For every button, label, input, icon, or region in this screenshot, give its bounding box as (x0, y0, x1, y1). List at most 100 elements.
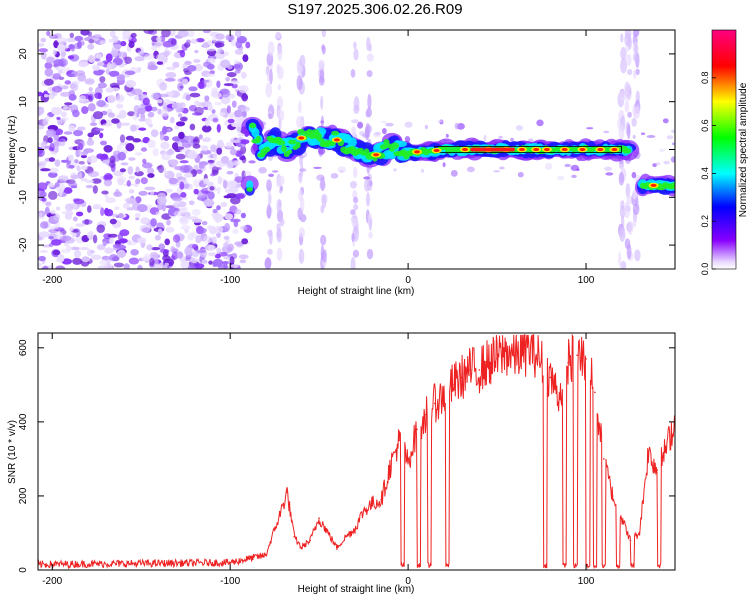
streak-speckle (366, 53, 374, 62)
noise-speckle (102, 241, 107, 247)
snr-data-point (505, 350, 507, 353)
noise-speckle (64, 102, 73, 106)
track-speckle (313, 166, 322, 169)
noise-speckle (56, 206, 61, 211)
noise-speckle (230, 80, 240, 85)
noise-speckle (38, 91, 43, 97)
noise-speckle (184, 172, 193, 178)
streak-speckle (269, 69, 273, 85)
noise-speckle (170, 246, 176, 253)
noise-speckle (182, 63, 188, 70)
noise-speckle (164, 171, 170, 176)
noise-speckle (38, 48, 48, 53)
snr-data-point (398, 439, 401, 442)
noise-speckle (132, 88, 143, 96)
noise-speckle (38, 231, 50, 238)
noise-speckle (234, 70, 241, 74)
noise-speckle (109, 30, 116, 38)
noise-speckle (72, 216, 78, 222)
x-tick-label: 0 (405, 576, 411, 587)
noise-speckle (134, 170, 144, 177)
streak-speckle (632, 53, 637, 62)
noise-speckle (146, 167, 155, 175)
streak-speckle (368, 43, 372, 52)
noise-speckle (162, 265, 168, 269)
noise-speckle (239, 139, 250, 145)
noise-speckle (99, 132, 104, 139)
track-speckle (631, 171, 637, 179)
noise-speckle (69, 83, 77, 89)
spectrogram-x-label: Height of straight line (km) (298, 286, 415, 297)
noise-speckle (103, 179, 113, 187)
streak-speckle (280, 185, 283, 192)
noise-speckle (137, 50, 145, 57)
streak-speckle (275, 31, 282, 39)
noise-speckle (227, 118, 235, 124)
signal-track-blob (625, 148, 632, 154)
track-speckle (499, 166, 505, 170)
noise-speckle (96, 224, 105, 233)
noise-speckle (45, 115, 51, 123)
peak-core (470, 147, 515, 152)
noise-speckle (241, 156, 247, 164)
noise-speckle (39, 160, 47, 166)
streak-speckle (367, 173, 373, 181)
noise-speckle (81, 165, 88, 170)
signal-track-blob (317, 137, 325, 142)
noise-speckle (55, 231, 64, 240)
noise-speckle (54, 159, 61, 167)
noise-speckle (192, 218, 203, 223)
x-tick-label: -200 (42, 576, 62, 587)
noise-speckle (38, 106, 45, 115)
noise-speckle (234, 30, 242, 38)
noise-speckle (203, 178, 208, 185)
noise-speckle (120, 122, 131, 126)
track-speckle (404, 136, 411, 143)
noise-speckle (44, 78, 54, 86)
noise-speckle (87, 31, 92, 37)
track-speckle (268, 173, 274, 177)
snr-data-point (416, 428, 418, 431)
colorbar-tick-label: 0.4 (700, 167, 710, 180)
noise-speckle (53, 40, 59, 49)
snr-data-point (279, 513, 281, 516)
noise-speckle (193, 188, 199, 195)
signal-track-blob (281, 145, 287, 153)
noise-speckle (46, 129, 56, 137)
noise-speckle (201, 228, 207, 234)
snr-x-label: Height of straight line (km) (298, 584, 415, 595)
noise-speckle (177, 30, 189, 38)
streak-speckle (634, 249, 641, 262)
hotspot-red (462, 147, 468, 152)
noise-speckle (202, 235, 212, 244)
noise-speckle (185, 94, 191, 101)
noise-speckle (92, 185, 98, 194)
noise-speckle (109, 155, 116, 164)
streak-speckle (320, 205, 325, 214)
track-speckle (317, 148, 326, 155)
noise-speckle (235, 194, 245, 200)
noise-speckle (164, 262, 169, 267)
noise-speckle (210, 173, 216, 177)
noise-speckle (111, 44, 122, 49)
noise-speckle (172, 61, 180, 68)
noise-speckle (66, 37, 77, 43)
track-speckle (646, 135, 656, 138)
streak-speckle (320, 95, 324, 110)
streak-speckle (631, 117, 637, 127)
noise-speckle (174, 200, 181, 205)
noise-speckle (180, 192, 187, 198)
streak-speckle (319, 67, 325, 83)
streak-speckle (320, 244, 325, 261)
track-speckle (372, 131, 381, 138)
snr-data-point (478, 369, 481, 371)
noise-speckle (60, 50, 67, 57)
noise-speckle (125, 143, 135, 152)
streak-speckle (353, 196, 359, 204)
noise-speckle (128, 175, 136, 180)
noise-speckle (52, 249, 60, 256)
noise-speckle (201, 145, 209, 152)
signal-track-blob (308, 133, 317, 139)
noise-speckle (141, 227, 151, 233)
noise-speckle (67, 55, 75, 60)
